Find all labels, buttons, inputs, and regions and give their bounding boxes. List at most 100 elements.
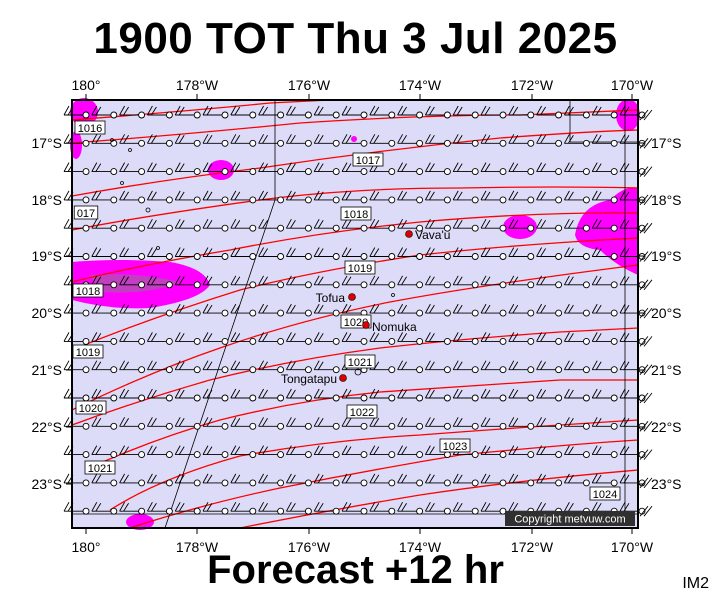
wind-barb-icon xyxy=(452,473,479,487)
wind-barb-icon xyxy=(230,218,257,232)
wind-barb-icon xyxy=(397,218,424,232)
wind-barb-icon xyxy=(202,332,229,345)
wind-barb-icon xyxy=(397,332,424,345)
islands xyxy=(110,138,395,376)
wind-barb-icon xyxy=(63,501,90,515)
isobar-label: 1023 xyxy=(439,438,471,453)
wind-barb-icon xyxy=(425,417,451,430)
wind-barb-icon xyxy=(369,105,396,119)
wind-barb-icon xyxy=(452,190,479,204)
wind-barb-icon xyxy=(258,162,285,176)
wind-barb-icon xyxy=(230,134,257,147)
wind-barb-icon xyxy=(202,190,229,204)
wind-barb-icon xyxy=(480,162,507,176)
wind-barb-icon xyxy=(425,134,451,147)
map-frame xyxy=(71,99,639,529)
reference-line xyxy=(164,199,276,529)
wind-barb-icon xyxy=(202,247,229,260)
isobar-label: 1021 xyxy=(84,460,116,475)
island xyxy=(354,368,362,376)
wind-barb-icon xyxy=(564,332,590,345)
places: Vava'u Tofua Nomuka Tongatapu xyxy=(281,228,451,386)
wind-barb-icon xyxy=(286,190,312,204)
wind-barb-icon xyxy=(313,105,340,119)
wind-barb-icon xyxy=(313,303,340,317)
wind-barb-icon xyxy=(119,473,146,487)
wind-barb-icon xyxy=(230,445,257,459)
rain-area xyxy=(90,274,180,293)
wind-barb-icon xyxy=(174,388,201,402)
wind-barb-icon xyxy=(425,360,451,374)
isobar-label: 1017 xyxy=(352,152,384,167)
wind-barb-icon xyxy=(258,303,285,317)
wind-barb-icon xyxy=(286,247,312,260)
isobar-line xyxy=(84,379,638,471)
wind-barb-icon xyxy=(202,162,229,176)
wind-barb-icon xyxy=(147,388,173,402)
wind-barb-icon xyxy=(452,162,479,176)
wind-barb-icon xyxy=(258,218,285,232)
wind-barb-icon xyxy=(591,275,618,289)
wind-barb-icon xyxy=(397,303,424,317)
wind-barb-icon xyxy=(202,105,229,119)
wind-barb-icon xyxy=(564,105,590,119)
svg-text:1016: 1016 xyxy=(78,123,102,135)
wind-barb-icon xyxy=(508,332,535,345)
lat-label-right: 18°S xyxy=(651,192,682,208)
svg-text:017: 017 xyxy=(77,208,95,220)
isobar-line xyxy=(71,99,331,121)
isobar-label: 1019 xyxy=(72,344,104,359)
svg-text:1022: 1022 xyxy=(350,407,374,419)
wind-barb-icon xyxy=(591,303,618,317)
wind-barb-icon xyxy=(202,501,229,515)
wind-barb-icon xyxy=(313,332,340,345)
wind-barb-icon xyxy=(286,360,312,374)
wind-barb-icon xyxy=(591,332,618,345)
wind-barb-icon xyxy=(258,247,285,260)
wind-barb-icon xyxy=(313,134,340,147)
wind-barb-icon xyxy=(286,303,312,317)
wind-barb-icon xyxy=(202,388,229,402)
isobar-label: 1020 xyxy=(75,400,107,415)
wind-barb-icon xyxy=(536,417,563,430)
wind-barb-icon xyxy=(341,190,368,204)
lat-label-right: 22°S xyxy=(651,419,682,435)
wind-barb-icon xyxy=(639,477,653,489)
isobar-label: 017 xyxy=(73,205,99,220)
wind-barb-icon xyxy=(508,445,535,459)
rain-area xyxy=(208,160,234,180)
wind-barb-icon xyxy=(425,445,451,459)
wind-barb-icon xyxy=(564,134,590,147)
wind-barb-icon xyxy=(341,134,368,147)
wind-barb-icon xyxy=(147,190,173,204)
wind-barb-icon xyxy=(425,473,451,487)
wind-barb-icon xyxy=(258,445,285,459)
wind-barb-icon xyxy=(147,247,173,260)
wind-barb-icon xyxy=(591,417,618,430)
wind-barb-icon xyxy=(536,332,563,345)
wind-barb-icon xyxy=(174,275,201,289)
wind-barb-icon xyxy=(480,445,507,459)
wind-barb-icon xyxy=(425,247,451,260)
wind-barb-icon xyxy=(174,303,201,317)
wind-barb-icon xyxy=(174,247,201,260)
wind-barb-icon xyxy=(286,162,312,176)
wind-barb-icon xyxy=(369,473,396,487)
wind-barb-icon xyxy=(591,388,618,402)
island xyxy=(120,181,124,185)
wind-barb-icon xyxy=(397,275,424,289)
wind-barb-icon xyxy=(341,417,368,430)
wind-barb-icon xyxy=(119,218,146,232)
wind-barb-icon xyxy=(639,222,653,234)
wind-barb-icon xyxy=(147,162,173,176)
svg-text:1021: 1021 xyxy=(88,463,112,475)
island xyxy=(156,246,160,250)
copyright-text: Copyright metvuw.com xyxy=(514,514,625,526)
wind-barb-icon xyxy=(286,218,312,232)
lat-label-left: 21°S xyxy=(31,362,62,378)
wind-barb-icon xyxy=(313,445,340,459)
lat-label-left: 20°S xyxy=(31,305,62,321)
wind-barb-icon xyxy=(480,303,507,317)
wind-barb-icon xyxy=(230,417,257,430)
isobar-line xyxy=(71,186,639,231)
